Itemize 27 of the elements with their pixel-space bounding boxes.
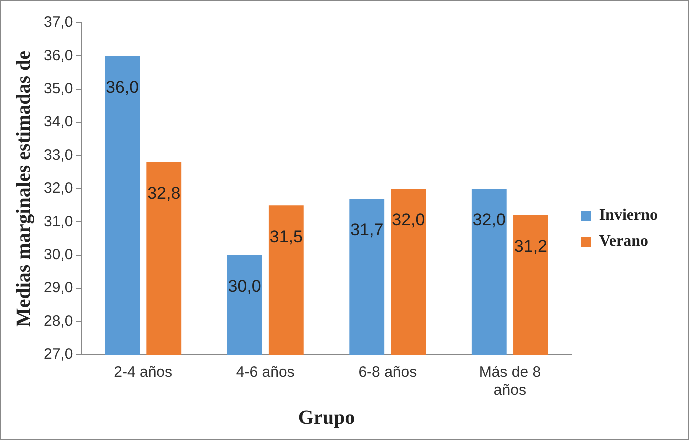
- data-label: 32,0: [472, 210, 506, 230]
- data-label: 31,2: [514, 237, 548, 256]
- y-tick-label: 27,0: [44, 346, 74, 364]
- y-tick-label: 35,0: [44, 80, 74, 98]
- y-tick-label: 34,0: [44, 114, 74, 131]
- data-label: 36,0: [106, 78, 140, 97]
- y-tick-label: 37,0: [44, 14, 74, 32]
- data-label: 32,0: [392, 210, 426, 230]
- x-tick-label: Más de 8 años: [479, 364, 542, 400]
- x-axis-title: Grupo: [298, 407, 356, 430]
- y-axis-title: Medias marginales estimadas de: [13, 50, 36, 328]
- data-label: 30,0: [228, 277, 262, 296]
- x-tick-label: 6-8 años: [358, 364, 418, 382]
- y-tick-label: 36,0: [44, 47, 74, 64]
- x-tick-label: 4-6 años: [236, 364, 295, 382]
- x-tick-label: 2-4 años: [114, 364, 173, 382]
- legend-label: Verano: [599, 233, 649, 250]
- y-tick-label: 31,0: [44, 213, 74, 230]
- data-label: 32,8: [148, 184, 181, 204]
- y-tick-label: 33,0: [44, 146, 74, 164]
- legend-label: Invierno: [599, 207, 658, 224]
- y-tick-label: 29,0: [44, 280, 74, 297]
- y-tick-label: 30,0: [44, 246, 74, 264]
- data-label: 31,7: [350, 220, 384, 240]
- y-tick-label: 28,0: [44, 312, 74, 330]
- y-tick-label: 32,0: [44, 180, 74, 198]
- data-label: 31,5: [270, 227, 303, 246]
